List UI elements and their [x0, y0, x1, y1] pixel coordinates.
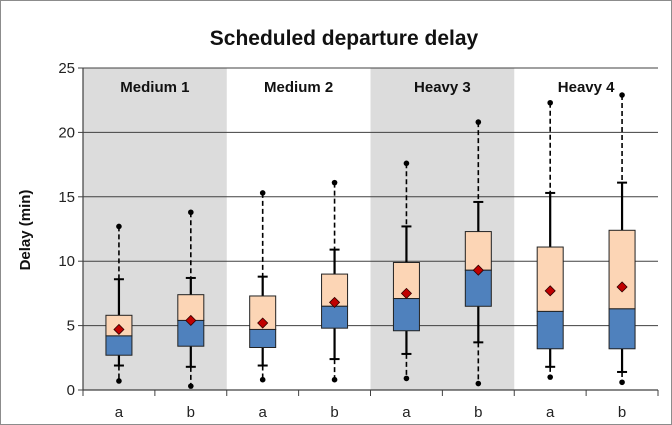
outlier-low-point: [188, 383, 194, 389]
lower-box: [321, 305, 349, 329]
y-tick-label: 5: [67, 318, 75, 335]
upper-box: [464, 231, 492, 271]
lower-box: [608, 308, 636, 350]
box-1: [177, 209, 205, 389]
outlier-low-point: [331, 376, 338, 383]
chart-title: Scheduled departure delay: [210, 27, 479, 50]
y-tick-label: 10: [58, 253, 75, 270]
upper-box: [536, 246, 564, 312]
outlier-low-point: [259, 376, 266, 383]
labels: 0 5 10 15 20 25 a b a b a b a b Medium 1 Medium 2 Heavy …: [58, 60, 626, 421]
group-label: Medium 2: [264, 79, 333, 96]
box-2: [249, 190, 277, 383]
group-label: Medium 1: [120, 79, 189, 96]
outlier-high-point: [403, 160, 410, 167]
box-6: [536, 99, 564, 380]
mean-marker: [328, 296, 341, 308]
boxes: [105, 92, 636, 389]
x-tick-label: b: [618, 404, 626, 421]
outlier-low-point: [475, 380, 482, 387]
y-tick-label: 0: [67, 382, 75, 399]
group-band-2: [370, 68, 515, 390]
mean-marker: [257, 317, 269, 329]
outlier-high-point: [116, 223, 122, 230]
y-tick-label: 20: [58, 124, 75, 141]
y-tick-label: 25: [58, 60, 75, 77]
mean-marker: [616, 281, 628, 293]
x-tick-label: a: [115, 404, 124, 421]
group-bands: [83, 68, 515, 390]
x-tick-label: a: [402, 404, 411, 421]
lower-box: [464, 269, 492, 307]
mean-marker: [400, 287, 413, 299]
outlier-low-point: [116, 378, 122, 384]
box-3: [321, 179, 349, 383]
upper-box: [608, 229, 636, 310]
outlier-low-point: [619, 379, 625, 386]
x-tick-label: b: [187, 404, 195, 421]
x-tick-label: b: [474, 404, 482, 421]
group-label: Heavy 3: [414, 79, 471, 96]
lower-box: [536, 310, 564, 350]
mean-marker: [185, 314, 197, 327]
outlier-high-point: [331, 179, 338, 186]
outlier-high-point: [188, 209, 194, 216]
x-tick-label: b: [330, 404, 338, 421]
outlier-high-point: [475, 119, 482, 125]
box-5: [464, 119, 492, 387]
lower-box: [105, 335, 133, 356]
group-label: Heavy 4: [558, 79, 615, 96]
x-tick-label: a: [259, 404, 268, 421]
box-4: [392, 160, 420, 382]
lower-box: [392, 298, 420, 332]
outlier-high-point: [619, 92, 625, 98]
outlier-low-point: [403, 375, 410, 382]
y-tick-label: 15: [58, 189, 75, 206]
box-0: [105, 223, 133, 384]
mean-marker: [113, 323, 125, 336]
outlier-high-point: [547, 99, 553, 106]
x-tick-label: a: [546, 404, 555, 421]
box-7: [608, 92, 636, 386]
mean-marker: [472, 264, 484, 276]
axes: [78, 67, 659, 396]
outlier-high-point: [259, 190, 266, 196]
group-band-0: [83, 68, 227, 390]
lower-box: [249, 328, 277, 348]
y-axis-label: Delay (min): [17, 190, 34, 271]
outlier-low-point: [547, 374, 553, 380]
mean-marker: [544, 285, 556, 297]
